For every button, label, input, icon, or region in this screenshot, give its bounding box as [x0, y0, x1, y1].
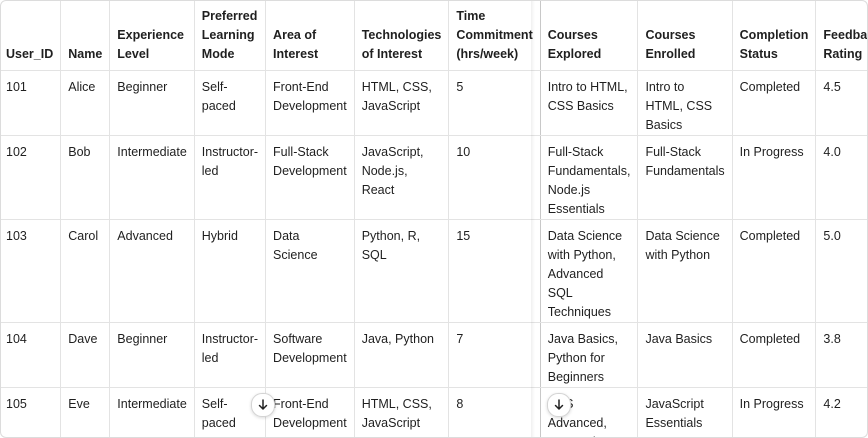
- col-header-courses-explored[interactable]: Courses Explored: [540, 0, 639, 71]
- cell-time-commitment: 15: [448, 219, 541, 323]
- cell-name: Alice: [60, 70, 111, 136]
- cell-learning-mode: Hybrid: [194, 219, 267, 323]
- cell-learning-mode: Self-paced: [194, 70, 267, 136]
- cell-user-id: 101: [0, 70, 62, 136]
- table-row: 104 Dave Beginner Instructor-led Softwar…: [0, 322, 868, 388]
- col-header-time-commitment[interactable]: Time Commitment (hrs/week): [448, 0, 541, 71]
- cell-feedback-rating: 3.8: [815, 322, 868, 388]
- cell-feedback-rating: 4.2: [815, 387, 868, 438]
- cell-time-commitment: 8: [448, 387, 541, 438]
- arrow-down-icon: [554, 399, 564, 410]
- cell-learning-mode: Instructor-led: [194, 322, 267, 388]
- col-header-experience-level[interactable]: Experience Level: [109, 0, 195, 71]
- cell-experience-level: Intermediate: [109, 387, 195, 438]
- cell-experience-level: Beginner: [109, 70, 195, 136]
- cell-user-id: 102: [0, 135, 62, 220]
- col-header-name[interactable]: Name: [60, 0, 111, 71]
- cell-user-id: 105: [0, 387, 62, 438]
- table-row: 105 Eve Intermediate Self-paced Front-En…: [0, 387, 868, 438]
- arrow-down-icon: [258, 399, 268, 410]
- cell-area-of-interest: Front-End Development: [265, 387, 355, 438]
- cell-name: Eve: [60, 387, 111, 438]
- cell-technologies: Python, R, SQL: [354, 219, 450, 323]
- cell-courses-enrolled: JavaScript Essentials: [637, 387, 733, 438]
- cell-completion-status: Completed: [732, 70, 817, 136]
- scroll-down-button-left[interactable]: [251, 393, 275, 417]
- col-header-preferred-learning-mode[interactable]: Preferred Learning Mode: [194, 0, 267, 71]
- cell-area-of-interest: Data Science: [265, 219, 355, 323]
- cell-user-id: 104: [0, 322, 62, 388]
- cell-time-commitment: 10: [448, 135, 541, 220]
- table-row: 101 Alice Beginner Self-paced Front-End …: [0, 70, 868, 136]
- cell-feedback-rating: 4.0: [815, 135, 868, 220]
- cell-name: Dave: [60, 322, 111, 388]
- cell-experience-level: Intermediate: [109, 135, 195, 220]
- col-header-user-id[interactable]: User_ID: [0, 0, 62, 71]
- header-row: User_ID Name Experience Level Preferred …: [0, 0, 868, 71]
- cell-area-of-interest: Full-Stack Development: [265, 135, 355, 220]
- cell-courses-explored: Full-Stack Fundamentals, Node.js Essenti…: [540, 135, 639, 220]
- cell-courses-explored: Data Science with Python, Advanced SQL T…: [540, 219, 639, 323]
- col-header-courses-enrolled[interactable]: Courses Enrolled: [637, 0, 733, 71]
- cell-time-commitment: 7: [448, 322, 541, 388]
- cell-technologies: JavaScript, Node.js, React: [354, 135, 450, 220]
- cell-user-id: 103: [0, 219, 62, 323]
- cell-area-of-interest: Front-End Development: [265, 70, 355, 136]
- cell-courses-enrolled: Data Science with Python: [637, 219, 733, 323]
- cell-experience-level: Advanced: [109, 219, 195, 323]
- scroll-down-button-right[interactable]: [547, 393, 571, 417]
- cell-completion-status: Completed: [732, 219, 817, 323]
- cell-feedback-rating: 4.5: [815, 70, 868, 136]
- col-header-feedback-rating[interactable]: Feedback Rating: [815, 0, 868, 71]
- cell-area-of-interest: Software Development: [265, 322, 355, 388]
- cell-feedback-rating: 5.0: [815, 219, 868, 323]
- col-header-completion-status[interactable]: Completion Status: [732, 0, 817, 71]
- cell-technologies: HTML, CSS, JavaScript: [354, 70, 450, 136]
- cell-completion-status: Completed: [732, 322, 817, 388]
- cell-learning-mode: Instructor-led: [194, 135, 267, 220]
- cell-courses-enrolled: Java Basics: [637, 322, 733, 388]
- cell-experience-level: Beginner: [109, 322, 195, 388]
- cell-name: Bob: [60, 135, 111, 220]
- cell-name: Carol: [60, 219, 111, 323]
- cell-completion-status: In Progress: [732, 135, 817, 220]
- cell-courses-enrolled: Full-Stack Fundamentals: [637, 135, 733, 220]
- cell-technologies: HTML, CSS, JavaScript: [354, 387, 450, 438]
- cell-completion-status: In Progress: [732, 387, 817, 438]
- cell-courses-enrolled: Intro to HTML, CSS Basics: [637, 70, 733, 136]
- col-header-technologies-of-interest[interactable]: Technologies of Interest: [354, 0, 450, 71]
- cell-courses-explored: Intro to HTML, CSS Basics: [540, 70, 639, 136]
- table-row: 103 Carol Advanced Hybrid Data Science P…: [0, 219, 868, 323]
- table-row: 102 Bob Intermediate Instructor-led Full…: [0, 135, 868, 220]
- cell-technologies: Java, Python: [354, 322, 450, 388]
- cell-time-commitment: 5: [448, 70, 541, 136]
- col-header-area-of-interest[interactable]: Area of Interest: [265, 0, 355, 71]
- cell-courses-explored: Java Basics, Python for Beginners: [540, 322, 639, 388]
